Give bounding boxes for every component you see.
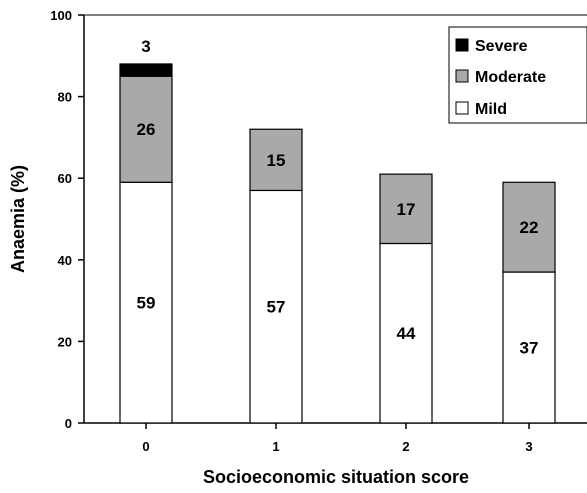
data-label-moderate-2: 17 <box>397 200 416 219</box>
legend-label-mild: Mild <box>475 101 507 118</box>
y-axis-title: Anaemia (%) <box>8 165 28 273</box>
bar-moderate-3 <box>502 181 556 273</box>
plot-area: 0 20 40 60 80 100 0 1 2 3 59 57 44 37 26 15 17 22 3 <box>50 8 587 454</box>
legend-swatch-mild <box>455 101 469 115</box>
data-label-mild-0: 59 <box>137 294 156 313</box>
y-tick-label: 40 <box>58 253 72 268</box>
bar-moderate-1 <box>249 128 303 192</box>
y-tick-label: 100 <box>50 8 72 23</box>
legend: Severe Moderate Mild <box>448 26 587 124</box>
y-tick-label: 20 <box>58 334 72 349</box>
x-tick-label: 0 <box>142 439 149 454</box>
bar-severe-0 <box>119 63 173 77</box>
legend-box <box>448 26 587 124</box>
y-tick-label: 0 <box>65 416 72 431</box>
x-axis-title: Socioeconomic situation score <box>203 467 469 487</box>
x-axis-ticks: 0 1 2 3 <box>142 423 533 454</box>
bar-moderate-2 <box>379 173 433 245</box>
bar-mild-0 <box>119 181 173 424</box>
data-label-mild-1: 57 <box>267 298 286 317</box>
legend-swatch-moderate <box>455 69 469 83</box>
legend-label-severe: Severe <box>475 38 528 55</box>
x-tick-label: 3 <box>525 439 532 454</box>
y-tick-label: 60 <box>58 171 72 186</box>
x-tick-label: 2 <box>402 439 409 454</box>
y-tick-label: 80 <box>58 90 72 105</box>
legend-label-moderate: Moderate <box>475 69 546 86</box>
y-axis-ticks: 0 20 40 60 80 100 <box>50 8 84 431</box>
data-label-severe-0: 3 <box>141 37 150 56</box>
data-label-moderate-1: 15 <box>267 151 286 170</box>
bar-mild-2 <box>379 242 433 424</box>
bar-series <box>119 63 556 424</box>
data-label-moderate-0: 26 <box>137 120 156 139</box>
bar-moderate-0 <box>119 75 173 183</box>
bar-mild-3 <box>502 271 556 424</box>
data-label-mild-3: 37 <box>520 339 539 358</box>
data-label-moderate-3: 22 <box>520 218 539 237</box>
x-tick-label: 1 <box>272 439 279 454</box>
data-labels: 59 57 44 37 26 15 17 22 3 <box>137 37 539 358</box>
legend-swatch-severe <box>455 38 469 52</box>
bar-mild-1 <box>249 189 303 424</box>
data-label-mild-2: 44 <box>397 324 416 343</box>
